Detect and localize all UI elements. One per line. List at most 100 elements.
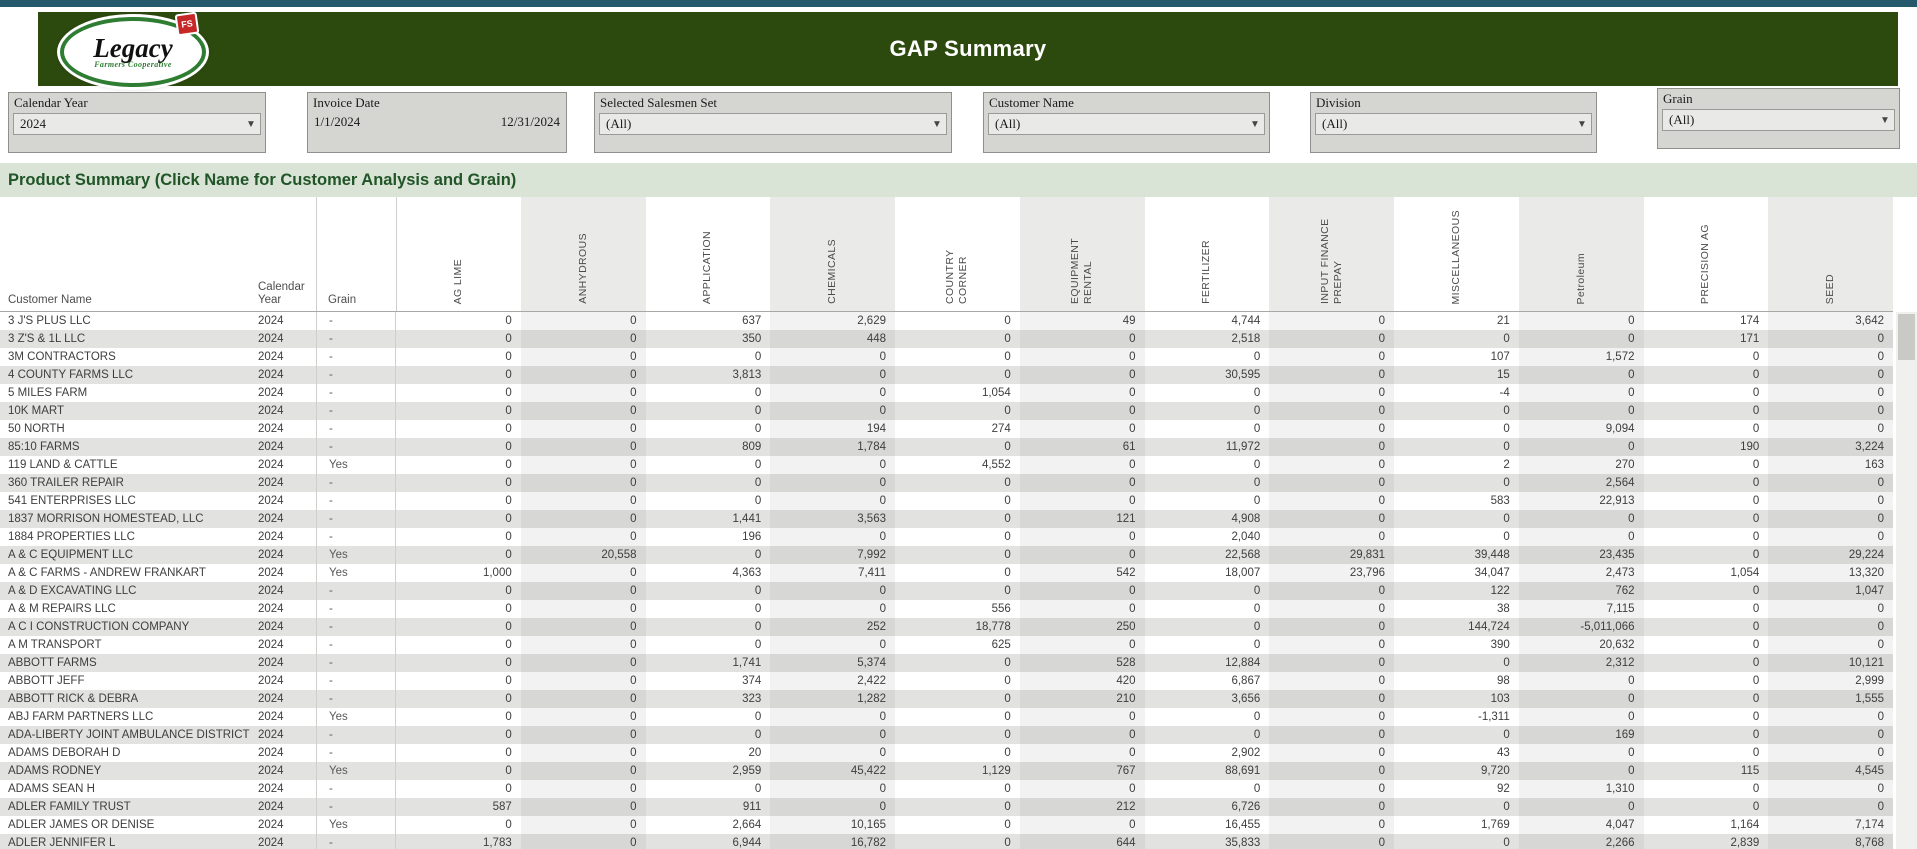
filter-division-label: Division	[1316, 95, 1361, 110]
customer-name-cell[interactable]: 3 J'S PLUS LLC	[8, 315, 91, 327]
column-header-label: MISCELLANEOUS	[1449, 209, 1462, 304]
customer-name-cell[interactable]: ABBOTT FARMS	[8, 657, 97, 669]
value-cell: 0	[1269, 312, 1394, 330]
value-cell: 0	[505, 657, 512, 669]
customer-name-cell[interactable]: ABBOTT RICK & DEBRA	[8, 693, 139, 705]
customer-name-dropdown[interactable]: (All) ▼	[988, 113, 1265, 135]
table-row: ADAMS SEAN H 2024-0 0 0 0 0 0 0 0 92 1,310 0 0	[0, 780, 1893, 798]
chevron-down-icon[interactable]: ▼	[1250, 118, 1260, 130]
calendar-year-cell: 2024	[258, 765, 284, 777]
value-cell: 16,455	[1225, 819, 1261, 831]
chevron-down-icon[interactable]: ▼	[1577, 118, 1587, 130]
value-cell: 0	[1253, 783, 1261, 795]
value-cell: 0	[1752, 621, 1760, 633]
value-cell: 7,174	[1768, 816, 1893, 834]
value-cell: 0	[1752, 531, 1760, 543]
customer-name-cell[interactable]: 3 Z'S & 1L LLC	[8, 333, 86, 345]
value-cell: 0	[520, 708, 646, 726]
column-header-label: AG LIME	[451, 258, 464, 304]
value-cell: 4,545	[1768, 762, 1893, 780]
table-row: 360 TRAILER REPAIR 2024-0 0 0 0 0 0 0 0 0 2,564 0 0	[0, 474, 1893, 492]
value-cell: 7,115	[1518, 600, 1644, 618]
customer-name-cell[interactable]: ADA-LIBERTY JOINT AMBULANCE DISTRICT	[8, 729, 250, 741]
value-cell: 2,999	[1768, 672, 1893, 690]
customer-name-cell[interactable]: A & D EXCAVATING LLC	[8, 585, 137, 597]
selected-salesmen-set-dropdown[interactable]: (All) ▼	[599, 113, 947, 135]
value-cell: 0	[1752, 783, 1760, 795]
calendar-year-cell: 2024	[258, 441, 284, 453]
value-cell: 0	[1503, 423, 1510, 435]
value-cell: 0	[520, 834, 646, 849]
grain-dropdown[interactable]: (All) ▼	[1662, 109, 1895, 131]
scrollbar-thumb[interactable]	[1898, 314, 1915, 360]
value-cell: 3,656	[1231, 693, 1261, 705]
calendar-year-dropdown[interactable]: 2024 ▼	[13, 113, 261, 135]
value-cell: 0	[1269, 402, 1394, 420]
value-cell: 0	[1752, 351, 1760, 363]
grain-column-header: Grain	[328, 294, 357, 306]
grain-cell: -	[316, 654, 396, 672]
customer-name-cell[interactable]: ADLER FAMILY TRUST	[8, 801, 131, 813]
selected-salesmen-set-value: (All)	[606, 116, 632, 131]
customer-name-cell[interactable]: ABBOTT JEFF	[8, 675, 85, 687]
value-cell: 0	[1518, 762, 1644, 780]
value-cell: 2,564	[1518, 474, 1644, 492]
calendar-year-cell: 2024	[258, 333, 284, 345]
value-cell: 0	[1269, 582, 1394, 600]
logo-brand-text: Legacy	[93, 32, 173, 63]
customer-name-cell[interactable]: A M TRANSPORT	[8, 639, 102, 651]
table-row: ADAMS RODNEY 2024 Yes 0 0 2,959 45,422 1,129 767…	[0, 762, 1893, 780]
customer-name-cell[interactable]: ABJ FARM PARTNERS LLC	[8, 711, 154, 723]
value-cell: 0	[505, 531, 512, 543]
value-cell: 1,572	[1518, 348, 1644, 366]
vertical-scrollbar[interactable]	[1896, 312, 1917, 849]
calendar-year-cell: 2024	[258, 837, 284, 849]
division-dropdown[interactable]: (All) ▼	[1315, 113, 1592, 135]
value-cell: 0	[770, 492, 895, 510]
calendar-year-cell: 2024	[258, 657, 284, 669]
customer-name-cell[interactable]: 541 ENTERPRISES LLC	[8, 495, 136, 507]
grain-cell: Yes	[316, 546, 396, 564]
customer-name-cell[interactable]: 5 MILES FARM	[8, 387, 88, 399]
customer-name-cell[interactable]: 4 COUNTY FARMS LLC	[8, 369, 134, 381]
value-cell: 0	[770, 600, 895, 618]
customer-name-cell[interactable]: A & C EQUIPMENT LLC	[8, 549, 134, 561]
value-cell: 2,629	[770, 312, 895, 330]
invoice-date-start[interactable]: 1/1/2024	[314, 114, 361, 129]
customer-name-cell[interactable]: 1837 MORRISON HOMESTEAD, LLC	[8, 513, 204, 525]
value-cell: 121	[1019, 510, 1145, 528]
grain-cell: Yes	[316, 456, 396, 474]
column-header-application: APPLICATION	[646, 197, 771, 311]
customer-name-cell[interactable]: 10K MART	[8, 405, 65, 417]
customer-name-cell[interactable]: ADAMS SEAN H	[8, 783, 95, 795]
chevron-down-icon[interactable]: ▼	[932, 118, 942, 130]
value-cell: 0	[1768, 600, 1893, 618]
customer-name-cell[interactable]: ADAMS RODNEY	[8, 765, 102, 777]
chevron-down-icon[interactable]: ▼	[1880, 114, 1890, 126]
calendar-year-column-header: Calendar Year	[258, 281, 305, 306]
grain-cell: -	[316, 330, 396, 348]
customer-name-cell[interactable]: 50 NORTH	[8, 423, 65, 435]
customer-name-cell[interactable]: A C I CONSTRUCTION COMPANY	[8, 621, 190, 633]
customer-name-cell[interactable]: A & M REPAIRS LLC	[8, 603, 116, 615]
invoice-date-end[interactable]: 12/31/2024	[500, 114, 560, 129]
customer-name-cell[interactable]: 119 LAND & CATTLE	[8, 459, 118, 471]
value-cell: 0	[520, 582, 646, 600]
value-cell: 7,992	[770, 546, 895, 564]
value-cell: 4,552	[981, 459, 1011, 471]
customer-name-cell[interactable]: ADLER JAMES OR DENISE	[8, 819, 155, 831]
customer-name-cell[interactable]: ADLER JENNIFER L	[8, 837, 116, 849]
value-cell: 2,266	[1518, 834, 1644, 849]
value-cell: 2,959	[732, 765, 762, 777]
chevron-down-icon[interactable]: ▼	[246, 118, 256, 130]
customer-name-cell[interactable]: 1884 PROPERTIES LLC	[8, 531, 135, 543]
customer-name-cell[interactable]: A & C FARMS - ANDREW FRANKART	[8, 567, 206, 579]
customer-name-cell[interactable]: 360 TRAILER REPAIR	[8, 477, 124, 489]
customer-name-cell[interactable]: ADAMS DEBORAH D	[8, 747, 121, 759]
value-cell: 0	[1518, 384, 1644, 402]
value-cell: 637	[742, 315, 762, 327]
customer-name-cell[interactable]: 3M CONTRACTORS	[8, 351, 116, 363]
value-cell: 0	[1518, 744, 1644, 762]
column-header-equipment-rental: EQUIPMENT RENTAL	[1019, 197, 1145, 311]
customer-name-cell[interactable]: 85:10 FARMS	[8, 441, 80, 453]
